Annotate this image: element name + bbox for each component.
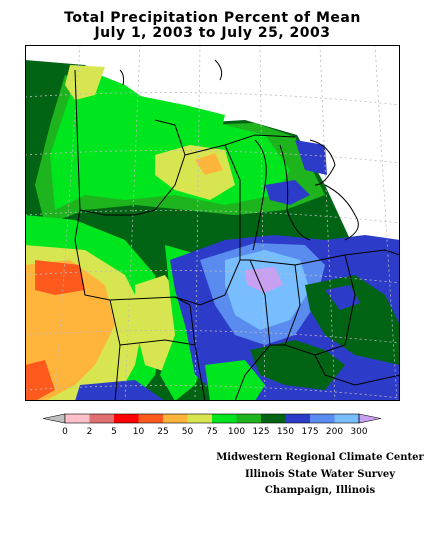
legend-tick-label: 175: [301, 427, 318, 437]
credit-organization: Midwestern Regional Climate Center: [216, 452, 424, 463]
lake-shorelines: [119, 59, 359, 251]
credit-location: Champaign, Illinois: [264, 485, 376, 496]
color-scale-legend: 0 2 5 10 25 50 75 100 125 150 175 200 300: [42, 413, 382, 437]
precip-region-10-25-southwest-south: [25, 360, 55, 401]
credit-survey: Illinois State Water Survey: [244, 469, 396, 480]
legend-tick-label: 5: [111, 427, 117, 437]
precip-region-300-plus-east: [245, 267, 283, 293]
legend-underflow-arrow: [42, 413, 66, 424]
legend-swatch: [334, 414, 359, 423]
legend-swatch: [187, 414, 212, 423]
precip-region-75-100-south: [205, 360, 265, 401]
precip-region-25-50-north-center: [195, 153, 223, 175]
legend-tick-label: 300: [350, 427, 367, 437]
legend-tick-label: 50: [182, 427, 194, 437]
legend-tick-label: 10: [133, 427, 145, 437]
legend-swatch: [285, 414, 310, 423]
legend-swatch: [114, 414, 139, 423]
map-title: Total Precipitation Percent of Mean: [64, 10, 361, 26]
legend-tick-label: 25: [157, 427, 168, 437]
legend-overflow-arrow: [358, 413, 382, 424]
precip-region-150-175-michigan-east: [295, 140, 327, 175]
precip-region-25-50-southwest: [25, 260, 115, 401]
legend-swatch: [163, 414, 188, 423]
legend-swatch: [89, 414, 114, 423]
no-data-area-canada: [25, 45, 400, 250]
legend-swatch: [138, 414, 163, 423]
precip-region-125-150-east: [305, 275, 400, 365]
legend-tick-label: 2: [87, 427, 93, 437]
legend-swatch: [236, 414, 261, 423]
precip-region-75-100-north-center: [85, 80, 225, 145]
legend-tick-label: 75: [206, 427, 217, 437]
legend-swatch: [310, 414, 335, 423]
precip-region-150-175-east-inner: [325, 285, 360, 310]
precip-region-10-25-southwest-north: [35, 260, 85, 295]
lat-lon-grid: [25, 45, 400, 401]
legend-tick-label: 200: [326, 427, 343, 437]
legend-swatch: [212, 414, 237, 423]
state-boundaries: [74, 69, 400, 401]
precip-region-150-175-south: [75, 380, 165, 401]
map-frame: [25, 45, 400, 401]
legend-tick-label: 100: [228, 427, 245, 437]
legend-swatches: [42, 413, 382, 424]
legend-tick-labels: 0 2 5 10 25 50 75 100 125 150 175 200 300: [62, 427, 368, 437]
map-subtitle-date-range: July 1, 2003 to July 25, 2003: [94, 25, 331, 41]
precipitation-map: [25, 45, 400, 401]
legend-swatch: [65, 414, 90, 423]
legend-tick-label: 125: [252, 427, 269, 437]
legend-tick-label: 150: [277, 427, 294, 437]
legend-tick-label: 0: [62, 427, 68, 437]
legend-frame: [64, 413, 360, 424]
legend-swatch: [261, 414, 286, 423]
